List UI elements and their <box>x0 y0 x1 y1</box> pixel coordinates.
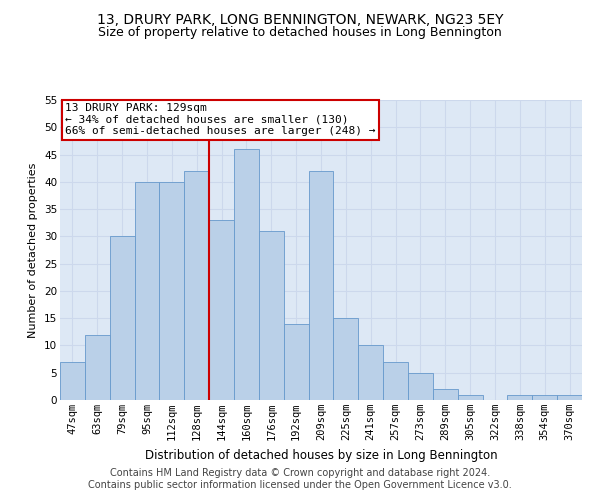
Bar <box>557 394 582 400</box>
Text: Size of property relative to detached houses in Long Bennington: Size of property relative to detached ho… <box>98 26 502 39</box>
Bar <box>358 346 383 400</box>
Bar <box>259 231 284 400</box>
Bar <box>308 171 334 400</box>
Bar <box>209 220 234 400</box>
Bar <box>532 394 557 400</box>
Bar <box>60 362 85 400</box>
Bar <box>458 394 482 400</box>
Bar <box>234 149 259 400</box>
Bar <box>408 372 433 400</box>
Bar <box>508 394 532 400</box>
Bar <box>334 318 358 400</box>
Bar <box>383 362 408 400</box>
Bar <box>160 182 184 400</box>
Bar <box>110 236 134 400</box>
Text: Contains public sector information licensed under the Open Government Licence v3: Contains public sector information licen… <box>88 480 512 490</box>
Bar <box>134 182 160 400</box>
Bar <box>184 171 209 400</box>
Text: Contains HM Land Registry data © Crown copyright and database right 2024.: Contains HM Land Registry data © Crown c… <box>110 468 490 477</box>
Text: 13, DRURY PARK, LONG BENNINGTON, NEWARK, NG23 5EY: 13, DRURY PARK, LONG BENNINGTON, NEWARK,… <box>97 12 503 26</box>
X-axis label: Distribution of detached houses by size in Long Bennington: Distribution of detached houses by size … <box>145 448 497 462</box>
Bar <box>284 324 308 400</box>
Y-axis label: Number of detached properties: Number of detached properties <box>28 162 38 338</box>
Text: 13 DRURY PARK: 129sqm
← 34% of detached houses are smaller (130)
66% of semi-det: 13 DRURY PARK: 129sqm ← 34% of detached … <box>65 103 376 136</box>
Bar <box>433 389 458 400</box>
Bar <box>85 334 110 400</box>
